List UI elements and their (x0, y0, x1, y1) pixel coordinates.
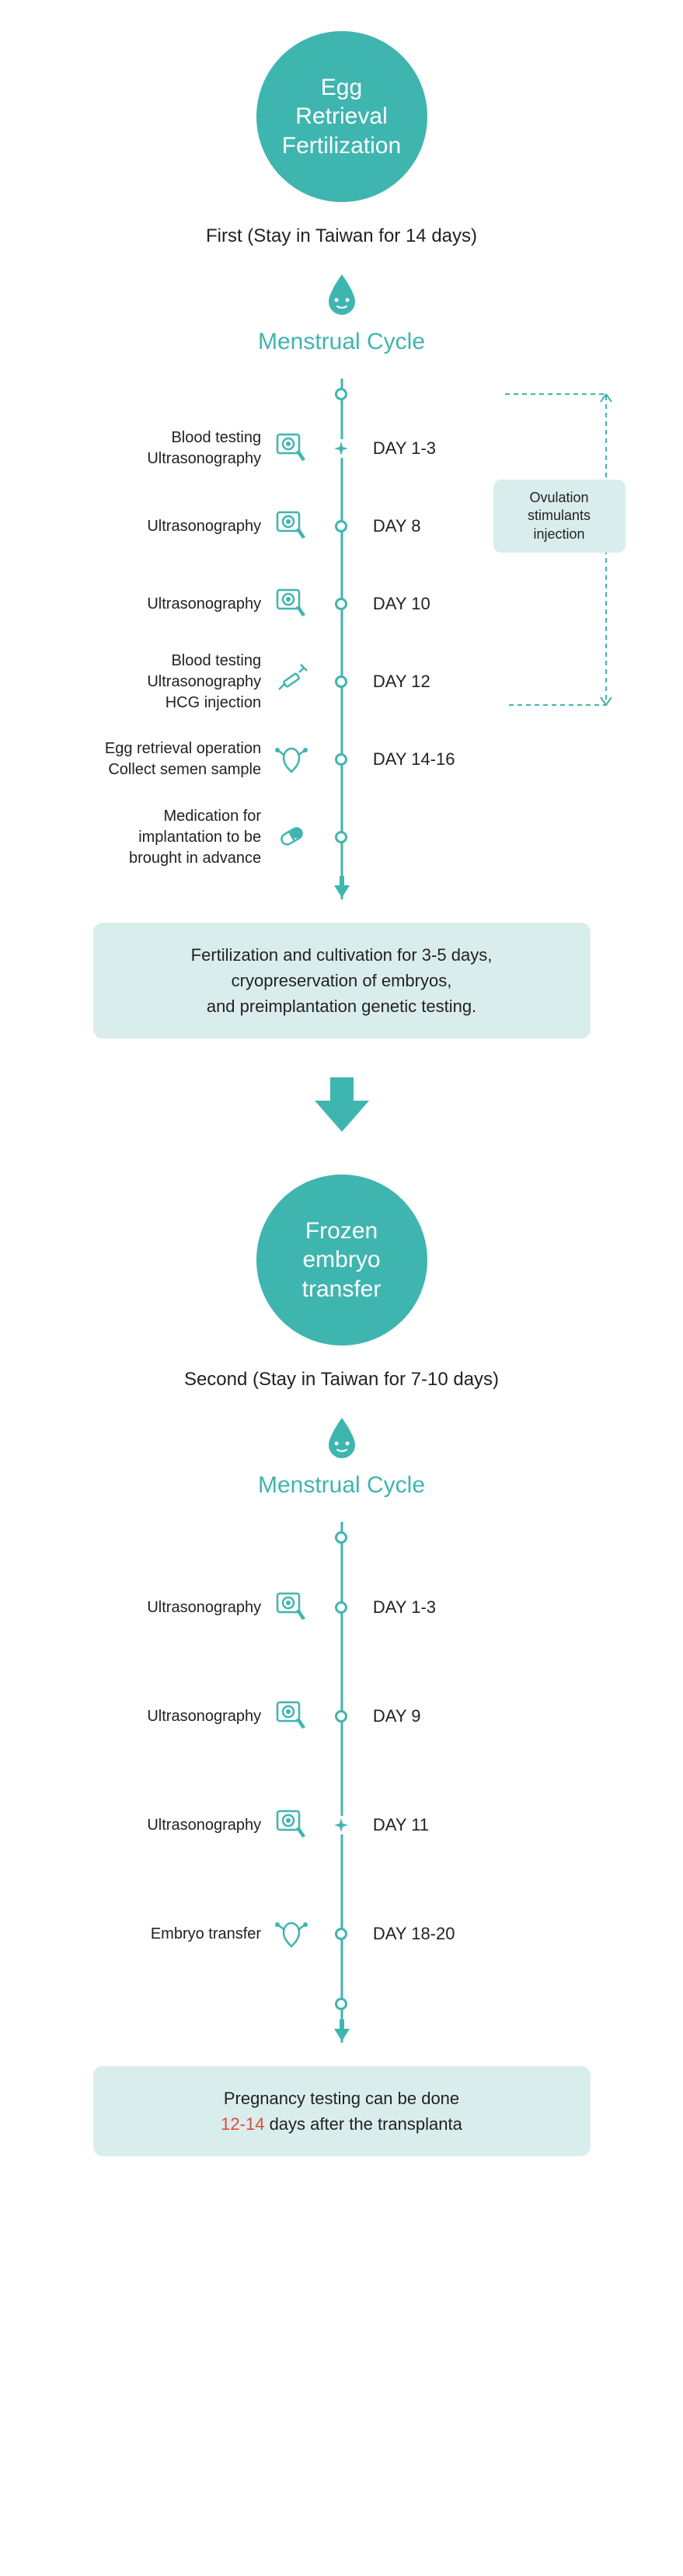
timeline-node (335, 1928, 347, 1940)
step-day: DAY 9 (357, 1706, 606, 1726)
timeline-step: Ultrasonography DAY 11 (78, 1771, 606, 1880)
info-pre: Pregnancy testing can be done (224, 2089, 459, 2108)
phase1-info-box: Fertilization and cultivation for 3-5 da… (93, 923, 591, 1038)
uterus-icon (273, 739, 310, 780)
timeline-step: Ultrasonography DAY 8 (78, 487, 606, 565)
phase1-timeline: Ovulation stimulants injection Blood tes… (78, 379, 606, 899)
info-post: days after the transplanta (264, 2114, 462, 2134)
step-day: DAY 8 (357, 516, 606, 536)
timeline-node (335, 598, 347, 610)
timeline-step: Ultrasonography DAY 9 (78, 1662, 606, 1771)
timeline-node (335, 831, 347, 843)
timeline-node (335, 1998, 347, 2010)
step-label: Ultrasonography (147, 1815, 261, 1836)
ultrasound-icon (273, 1805, 310, 1846)
timeline-node (335, 1601, 347, 1614)
step-label: Ultrasonography (147, 516, 261, 537)
uterus-icon (273, 1914, 310, 1955)
big-arrow-icon (307, 1070, 377, 1143)
timeline-end-node (78, 1988, 606, 2019)
timeline-step: Medication forimplantation to bebrought … (78, 798, 606, 876)
step-day: DAY 18-20 (357, 1924, 606, 1944)
timeline-node (335, 1710, 347, 1723)
phase2-subtitle: Second (Stay in Taiwan for 7-10 days) (184, 1369, 499, 1391)
step-day: DAY 1-3 (357, 1597, 606, 1618)
plane-icon (332, 1816, 350, 1834)
timeline-step: Embryo transfer DAY 18-20 (78, 1880, 606, 1988)
phase2-cycle-title: Menstrual Cycle (258, 1472, 425, 1499)
phase1-circle-title: EggRetrievalFertilization (282, 73, 401, 161)
timeline-arrow-end (78, 2019, 606, 2043)
drop-icon (322, 1414, 361, 1464)
step-label: Medication forimplantation to bebrought … (129, 806, 261, 869)
timeline-step: Ultrasonography DAY 10 (78, 565, 606, 643)
ultrasound-icon (273, 428, 310, 469)
timeline-node (335, 1531, 347, 1544)
step-day: DAY 14-16 (357, 749, 606, 770)
step-day: DAY 11 (357, 1815, 606, 1835)
step-day: DAY 12 (357, 672, 606, 692)
step-day: DAY 10 (357, 594, 606, 614)
timeline-node (335, 675, 347, 688)
ultrasound-icon (273, 1696, 310, 1737)
timeline-step: Ultrasonography DAY 1-3 (78, 1553, 606, 1662)
ultrasound-icon (273, 506, 310, 547)
timeline-node (335, 388, 347, 400)
step-label: Blood testingUltrasonographyHCG injectio… (147, 651, 261, 714)
step-label: Embryo transfer (151, 1924, 261, 1945)
plane-icon (332, 439, 350, 458)
timeline-node (335, 520, 347, 532)
timeline-step: Blood testingUltrasonographyHCG injectio… (78, 643, 606, 721)
timeline-step: Blood testingUltrasonography DAY 1-3 (78, 410, 606, 487)
timeline-arrow-end (78, 876, 606, 899)
timeline-start (78, 379, 606, 410)
info-red: 12-14 (221, 2114, 264, 2134)
ultrasound-icon (273, 584, 310, 625)
syringe-icon (273, 661, 310, 703)
step-label: Ultrasonography (147, 594, 261, 615)
ultrasound-icon (273, 1587, 310, 1628)
pill-icon (273, 817, 310, 858)
phase2-info-box: Pregnancy testing can be done 12-14 days… (93, 2066, 591, 2156)
step-label: Blood testingUltrasonography (147, 428, 261, 469)
phase1-subtitle: First (Stay in Taiwan for 14 days) (206, 225, 477, 247)
phase1-cycle-title: Menstrual Cycle (258, 329, 425, 355)
phase2-circle-title: Frozenembryotransfer (302, 1216, 382, 1304)
timeline-start (78, 1522, 606, 1553)
phase1-circle: EggRetrievalFertilization (256, 31, 427, 202)
phase2-circle: Frozenembryotransfer (256, 1175, 427, 1346)
step-label: Ultrasonography (147, 1706, 261, 1727)
drop-icon (322, 271, 361, 321)
step-label: Ultrasonography (147, 1597, 261, 1618)
step-day: DAY 1-3 (357, 438, 606, 459)
step-label: Egg retrieval operationCollect semen sam… (105, 738, 261, 780)
timeline-node (335, 753, 347, 766)
phase2-timeline: Ultrasonography DAY 1-3 Ultrasonography DAY… (78, 1522, 606, 2043)
timeline-step: Egg retrieval operationCollect semen sam… (78, 721, 606, 798)
